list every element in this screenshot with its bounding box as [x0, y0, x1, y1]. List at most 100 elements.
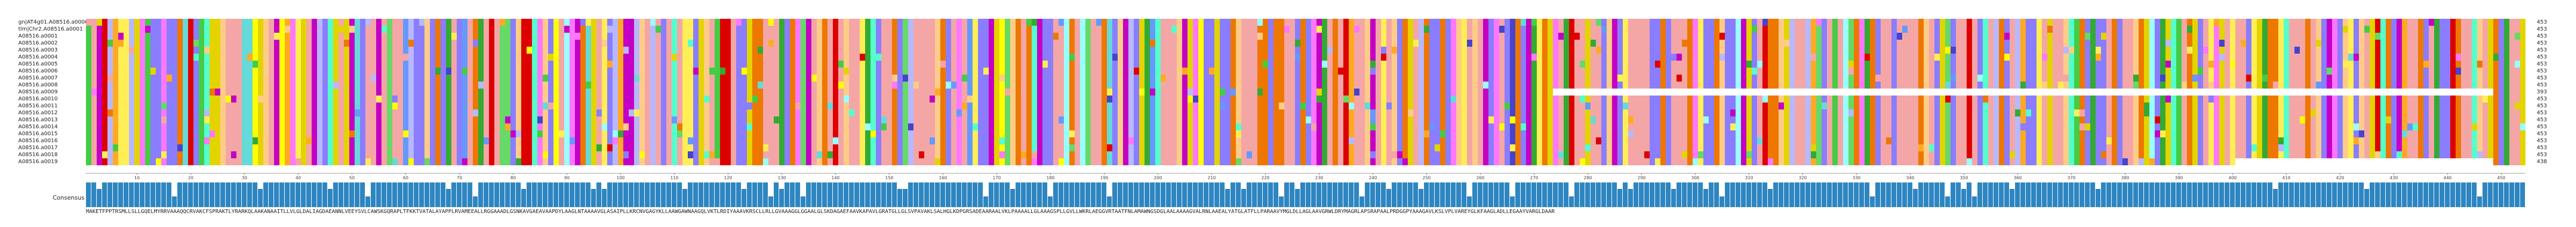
residue-block: [1451, 19, 1457, 26]
residue-block: [1714, 68, 1720, 75]
residue-block: [1284, 61, 1296, 68]
sequence-name[interactable]: tlm|Chr2.A08516.a0001: [18, 26, 83, 32]
residue-block: [1155, 82, 1161, 89]
alignment-matrix[interactable]: [86, 19, 2525, 172]
sequence-name[interactable]: A08516.a0007: [18, 75, 58, 81]
residue-block: [1650, 102, 1661, 109]
residue-block: [279, 89, 285, 96]
residue-block: [2182, 68, 2188, 75]
residue-block: [806, 68, 812, 75]
residue-block: [1924, 68, 1930, 75]
residue-block: [1789, 26, 1795, 33]
residue-block: [666, 82, 672, 89]
sequence-name[interactable]: A08516.a0016: [18, 138, 58, 144]
residue-block: [661, 82, 667, 89]
residue-block: [1548, 26, 1553, 33]
residue-block: [1365, 54, 1371, 61]
residue-block: [2440, 96, 2451, 102]
residue-block: [1198, 102, 1204, 109]
residue-block: [2037, 33, 2042, 40]
residue-block: [1327, 61, 1333, 68]
residue-block: [1069, 33, 1075, 40]
residue-block: [817, 61, 823, 68]
residue-block: [220, 26, 226, 33]
sequence-name[interactable]: A08516.a0005: [18, 61, 58, 67]
residue-block: [1983, 33, 1989, 40]
residue-block: [865, 33, 871, 40]
residue-block: [1069, 47, 1075, 54]
residue-block: [306, 61, 312, 68]
sequence-name[interactable]: A08516.a0006: [18, 68, 58, 74]
residue-block: [1505, 102, 1510, 109]
sequence-name[interactable]: gn|AT4g01.A08516.a0006: [18, 19, 89, 25]
residue-block: [1870, 54, 1876, 61]
residue-block: [242, 68, 253, 75]
residue-block: [1870, 96, 1876, 102]
residue-block: [1574, 26, 1586, 33]
residue-block: [2026, 75, 2037, 82]
residue-block: [1934, 40, 1940, 47]
residue-block: [2483, 96, 2488, 102]
residue-block: [521, 89, 533, 96]
sequence-name[interactable]: A08516.a0009: [18, 89, 58, 95]
sequence-name[interactable]: A08516.a0013: [18, 117, 58, 123]
residue-block: [1784, 61, 1790, 68]
residue-block: [677, 102, 683, 109]
residue-block: [1832, 96, 1838, 102]
sequence-name[interactable]: A08516.a0010: [18, 96, 58, 102]
sequence-name[interactable]: A08516.a0002: [18, 40, 58, 46]
residue-block: [897, 68, 903, 75]
residue-block: [167, 109, 178, 116]
residue-block: [2063, 40, 2069, 47]
residue-block: [994, 75, 1000, 82]
residue-block: [1042, 54, 1054, 61]
residue-block: [1112, 19, 1118, 26]
residue-block: [1365, 96, 1371, 102]
residue-block: [2069, 26, 2075, 33]
residue-block: [1188, 19, 1193, 26]
residue-block: [785, 75, 790, 82]
residue-block: [639, 96, 645, 102]
residue-block: [1392, 26, 1398, 33]
residue-block: [1085, 61, 1091, 68]
sequence-name[interactable]: A08516.a0008: [18, 82, 58, 88]
sequence-name[interactable]: A08516.a0011: [18, 103, 58, 109]
residue-block: [1929, 26, 1935, 33]
residue-block: [2407, 26, 2419, 33]
residue-block: [1408, 102, 1414, 109]
sequence-name[interactable]: A08516.a0018: [18, 152, 58, 158]
residue-block: [849, 26, 860, 33]
residue-block: [956, 19, 962, 26]
sequence-name[interactable]: A08516.a0004: [18, 54, 58, 60]
residue-block: [387, 109, 393, 116]
residue-block: [1558, 19, 1564, 26]
residue-block: [1091, 61, 1102, 68]
residue-block: [1988, 47, 1994, 54]
residue-block: [451, 40, 457, 47]
residue-block: [822, 33, 828, 40]
residue-block: [2337, 26, 2343, 33]
residue-block: [1128, 89, 1134, 96]
residue-block: [1128, 102, 1134, 109]
residue-block: [548, 82, 554, 89]
sequence-name[interactable]: A08516.a0015: [18, 131, 58, 137]
residue-block: [1032, 96, 1038, 102]
sequence-name[interactable]: A08516.a0019: [18, 159, 58, 165]
sequence-name[interactable]: A08516.a0012: [18, 110, 58, 116]
residue-block: [1768, 26, 1779, 33]
residue-block: [1032, 61, 1038, 68]
residue-block: [2085, 40, 2091, 47]
residue-block: [1268, 89, 1274, 96]
residue-block: [779, 26, 785, 33]
sequence-name[interactable]: A08516.a0014: [18, 124, 58, 130]
residue-block: [1510, 82, 1516, 89]
residue-block: [1768, 61, 1779, 68]
residue-block: [795, 68, 801, 75]
residue-block: [2305, 47, 2311, 54]
residue-block: [2187, 96, 2193, 102]
sequence-name[interactable]: A08516.a0003: [18, 47, 58, 53]
sequence-name[interactable]: A08516.a0017: [18, 145, 58, 151]
residue-block: [1145, 54, 1150, 61]
sequence-name[interactable]: A08516.a0001: [18, 33, 58, 39]
residue-block: [2144, 40, 2150, 47]
